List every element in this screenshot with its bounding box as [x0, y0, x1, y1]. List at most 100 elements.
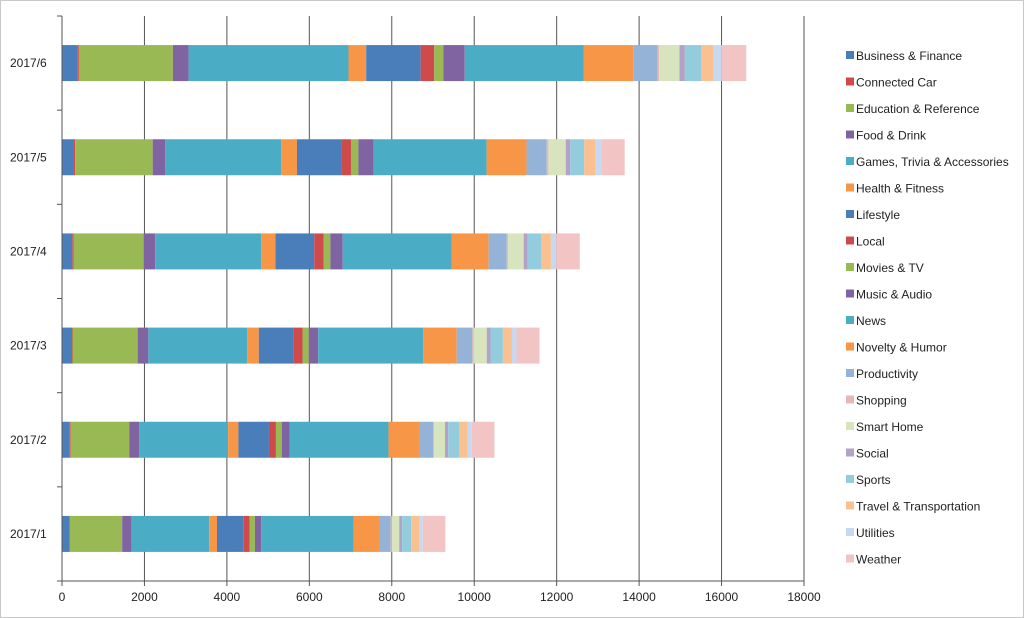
bar-segment: [420, 45, 435, 82]
bar-segment: [713, 45, 722, 82]
y-tick-label: 2017/5: [10, 150, 47, 164]
bar-segment: [527, 233, 542, 270]
bar-segment: [448, 421, 460, 458]
bar-segment: [472, 327, 474, 364]
bar-segment: [546, 139, 549, 176]
bar-segment: [308, 327, 319, 364]
bar-segment: [281, 421, 290, 458]
bar-segment: [216, 515, 244, 552]
bar-segment: [556, 233, 580, 270]
legend-label: Connected Car: [856, 76, 937, 90]
bar-segment: [75, 139, 153, 176]
legend-label: Music & Audio: [856, 288, 932, 302]
bar-segment: [289, 421, 389, 458]
legend-swatch: [846, 289, 854, 298]
bar-segment: [486, 139, 527, 176]
legend-label: Sports: [856, 473, 891, 487]
legend-swatch: [846, 130, 854, 139]
bar-segment: [570, 139, 585, 176]
bar-segment: [258, 327, 294, 364]
legend-label: Novelty & Humor: [856, 341, 947, 355]
legend-label: Weather: [856, 553, 901, 567]
bar-segment: [249, 515, 255, 552]
legend-label: Games, Trivia & Accessories: [856, 155, 1009, 169]
x-tick-label: 14000: [622, 590, 656, 604]
bar-segment: [516, 327, 540, 364]
legend-swatch: [846, 263, 854, 271]
bar-segment: [486, 327, 491, 364]
legend-swatch: [846, 316, 854, 324]
y-tick-label: 2017/1: [10, 527, 47, 541]
bar-segment: [165, 139, 282, 176]
bar-segment: [78, 45, 173, 82]
bar-segment: [275, 233, 315, 270]
bar-segment: [388, 421, 419, 458]
bar-segment: [342, 233, 452, 270]
bar-segment: [70, 421, 130, 458]
bar-segment: [73, 233, 144, 270]
bar-segment: [451, 233, 489, 270]
x-tick-label: 16000: [705, 590, 739, 604]
legend-swatch: [846, 554, 854, 563]
bar-segment: [122, 515, 132, 552]
bar-segment: [366, 45, 421, 82]
legend-label: Movies & TV: [856, 261, 924, 275]
legend-swatch: [846, 210, 854, 218]
legend-label: Business & Finance: [856, 49, 962, 63]
bar-segment: [281, 139, 297, 176]
bar-segment: [131, 515, 210, 552]
legend-swatch: [846, 342, 854, 351]
bar-segment: [238, 421, 269, 458]
bar-segment: [502, 327, 512, 364]
bar-segment: [62, 515, 70, 552]
bar-segment: [434, 421, 445, 458]
bar-segment: [353, 515, 379, 552]
legend-swatch: [846, 77, 854, 86]
legend-swatch: [846, 501, 854, 510]
legend-swatch: [846, 104, 854, 112]
bar-segment: [172, 45, 189, 82]
bar-segment: [62, 233, 73, 270]
bar-segment: [633, 45, 658, 82]
bar-segment: [62, 421, 70, 458]
bar-segment: [261, 233, 276, 270]
legend-label: Lifestyle: [856, 208, 900, 222]
bar-segment: [595, 139, 602, 176]
bar-segment: [323, 233, 331, 270]
bar-segment: [511, 327, 517, 364]
bar-segment: [550, 233, 557, 270]
bar-segment: [399, 515, 403, 552]
bar-segment: [69, 515, 70, 552]
bar-segment: [268, 421, 276, 458]
x-tick-label: 8000: [378, 590, 405, 604]
legend-swatch: [846, 395, 854, 404]
x-tick-label: 18000: [787, 590, 821, 604]
bar-segment: [391, 515, 400, 552]
bar-segment: [155, 233, 262, 270]
legend-label: Food & Drink: [856, 129, 927, 143]
legend-swatch: [846, 51, 854, 59]
bar-segment: [318, 327, 424, 364]
legend-swatch: [846, 183, 854, 192]
legend-swatch: [846, 369, 854, 377]
bar-segment: [62, 139, 74, 176]
bar-segment: [434, 45, 444, 82]
bar-segment: [143, 233, 156, 270]
bar-segment: [506, 233, 509, 270]
bar-segment: [62, 45, 78, 82]
legend-swatch: [846, 236, 854, 245]
bar-segment: [341, 139, 351, 176]
bar-segment: [209, 515, 217, 552]
bar-segment: [71, 327, 73, 364]
x-tick-label: 6000: [296, 590, 323, 604]
x-tick-label: 0: [59, 590, 66, 604]
bar-segment: [488, 233, 507, 270]
bar-segment: [456, 327, 473, 364]
y-tick-label: 2017/6: [10, 56, 47, 70]
legend-swatch: [846, 528, 854, 536]
bar-segment: [139, 421, 229, 458]
bar-segment: [721, 45, 747, 82]
bar-segment: [459, 421, 468, 458]
bar-segment: [583, 45, 634, 82]
bar-segment: [422, 515, 446, 552]
